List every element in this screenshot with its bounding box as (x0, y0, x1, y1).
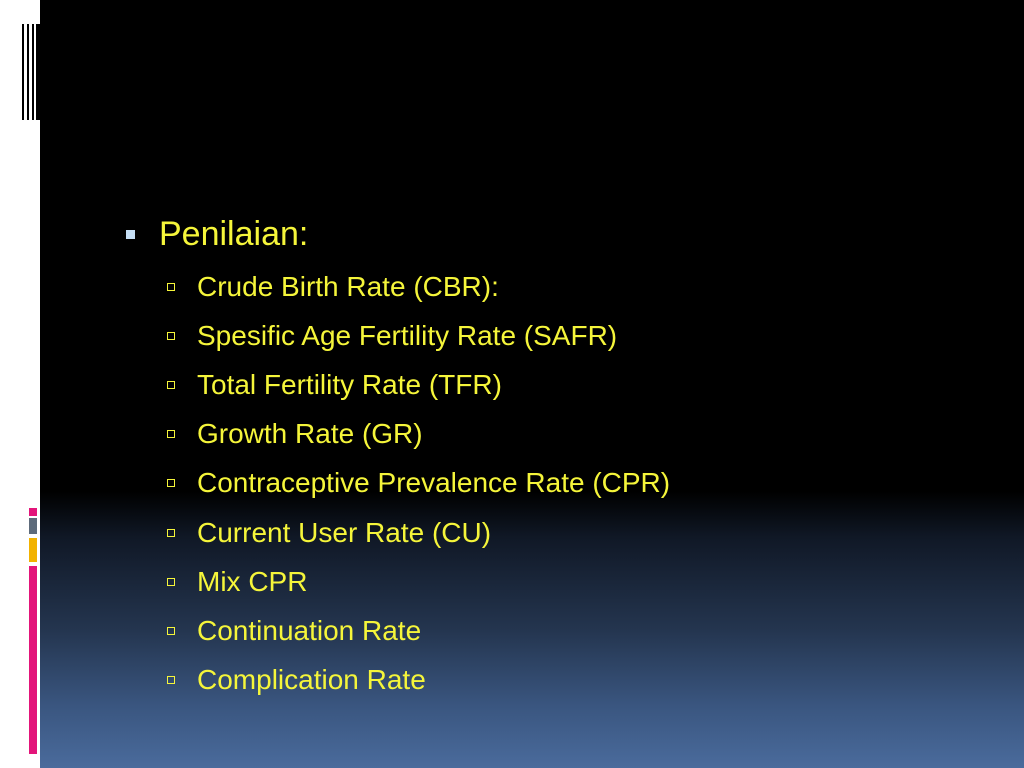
hollow-square-bullet-icon (167, 380, 175, 389)
hollow-square-bullet-icon (167, 577, 175, 586)
list-item-text: Mix CPR (197, 565, 308, 597)
list-item-text: Complication Rate (197, 664, 426, 696)
hollow-square-bullet-icon (167, 430, 175, 439)
list-item-text: Continuation Rate (197, 614, 422, 646)
hollow-square-bullet-icon (167, 331, 175, 340)
hollow-square-bullet-icon (167, 626, 175, 635)
hollow-square-bullet-icon (167, 528, 175, 537)
list-item-text: Total Fertility Rate (TFR) (197, 368, 502, 400)
accent-bar-gold (29, 538, 37, 562)
accent-bar-pink (29, 566, 37, 754)
list-item-text: Contraceptive Prevalence Rate (CPR) (197, 467, 671, 499)
heading-text: Penilaian: (159, 214, 309, 253)
hollow-square-bullet-icon (167, 282, 175, 291)
hollow-square-bullet-icon (167, 676, 175, 685)
list-item: Continuation Rate (120, 606, 980, 655)
list-item: Growth Rate (GR) (120, 410, 980, 459)
slide-content: Penilaian: Crude Birth Rate (CBR): Spesi… (120, 206, 980, 705)
accent-bar-gray (29, 518, 37, 534)
list-item: Complication Rate (120, 656, 980, 705)
list-item: Crude Birth Rate (CBR): (120, 262, 980, 311)
slide-background (40, 0, 1024, 768)
hollow-square-bullet-icon (167, 479, 175, 488)
list-item: Total Fertility Rate (TFR) (120, 360, 980, 409)
sub-item-list: Crude Birth Rate (CBR): Spesific Age Fer… (120, 262, 980, 705)
list-item-text: Crude Birth Rate (CBR): (197, 270, 499, 302)
list-item: Spesific Age Fertility Rate (SAFR) (120, 311, 980, 360)
list-item: Contraceptive Prevalence Rate (CPR) (120, 459, 980, 508)
list-item: Mix CPR (120, 557, 980, 606)
accent-bar-pink-small (29, 508, 37, 516)
blinds-decoration-icon (0, 24, 40, 120)
square-bullet-icon (126, 229, 135, 239)
heading-item: Penilaian: (120, 206, 980, 262)
list-item-text: Growth Rate (GR) (197, 418, 423, 450)
list-item-text: Current User Rate (CU) (197, 516, 492, 548)
list-item: Current User Rate (CU) (120, 508, 980, 557)
list-item-text: Spesific Age Fertility Rate (SAFR) (197, 319, 618, 351)
